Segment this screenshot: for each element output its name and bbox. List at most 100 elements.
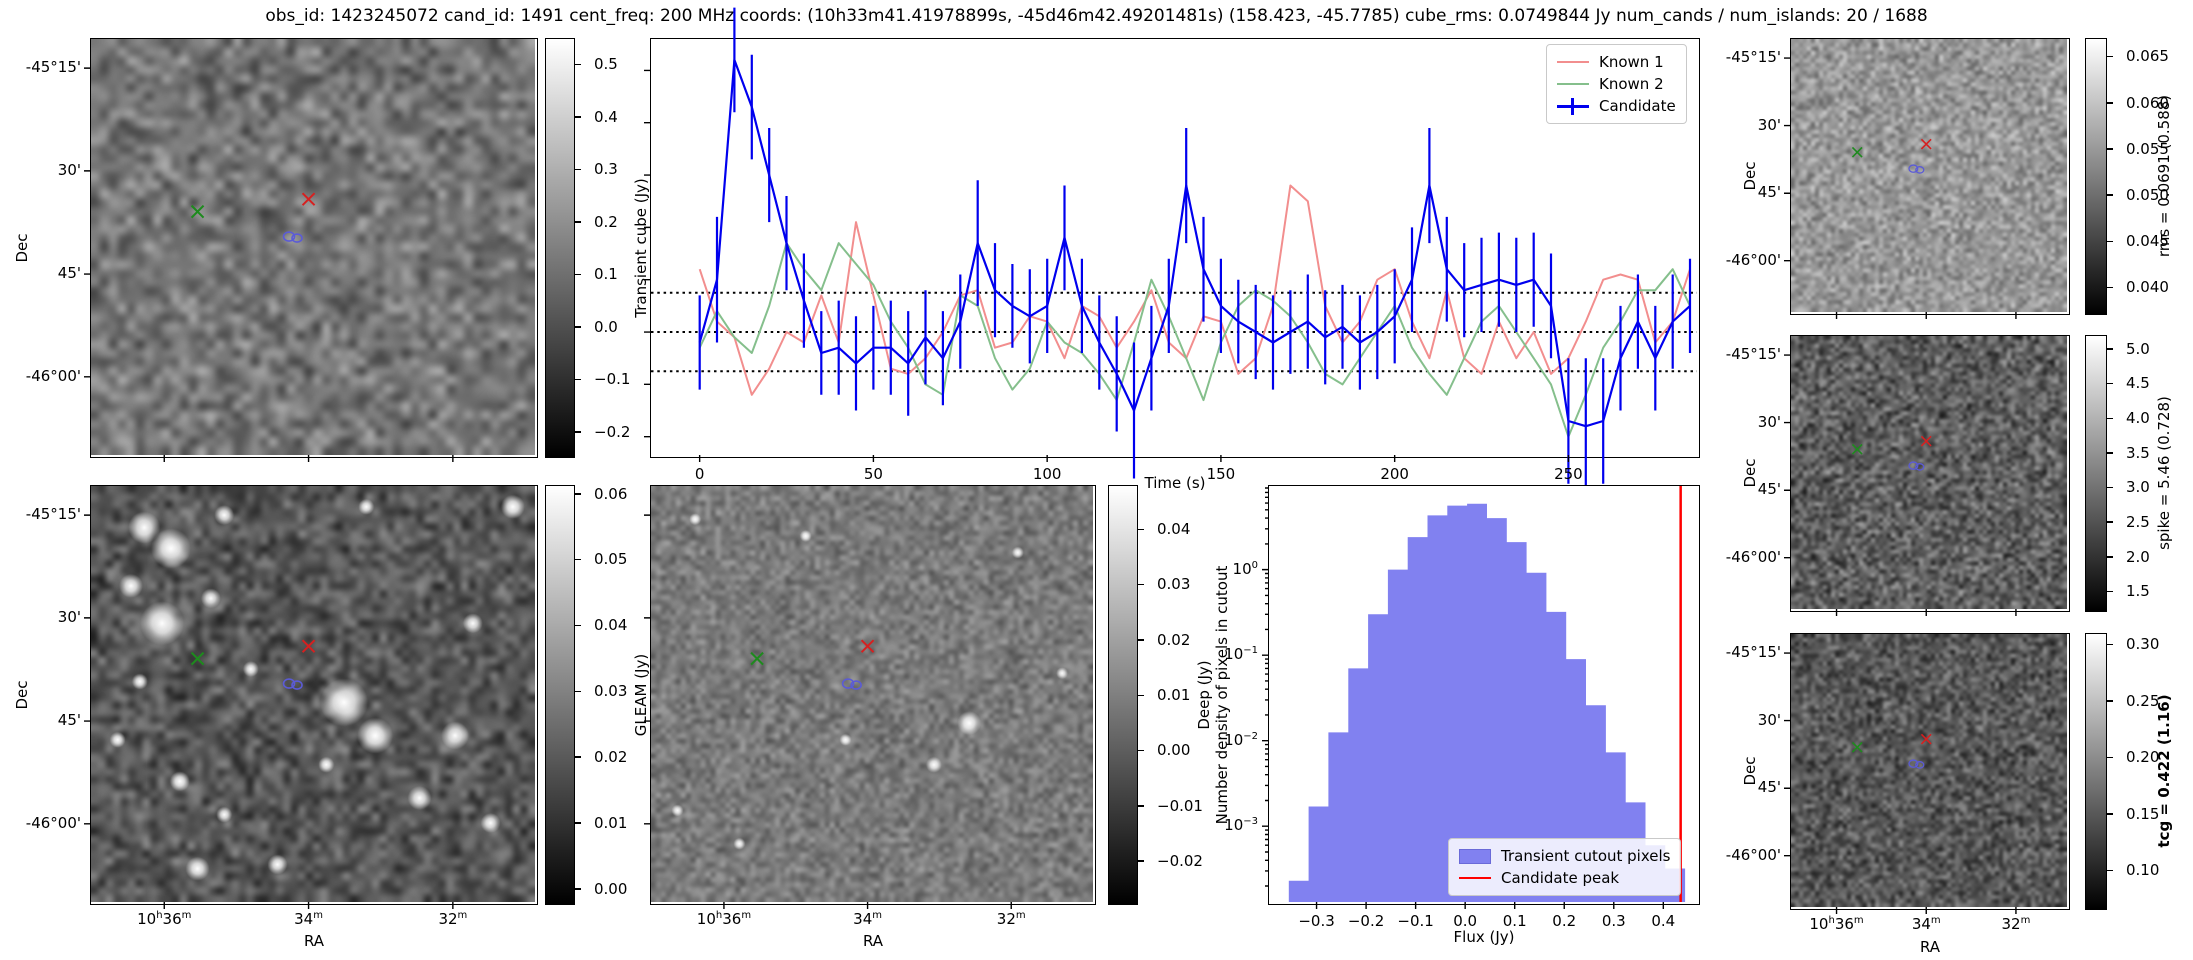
- known-source-2-marker-icon: [1920, 733, 1932, 745]
- tcg-colorbar-label: tcg = 0.422 (1.16): [2155, 694, 2173, 848]
- time-tick-label: 250: [1554, 465, 1583, 483]
- ra-axis-label: RA: [303, 932, 325, 950]
- density-tick-label: 10−3: [1224, 816, 1258, 835]
- colorbar-tick: [2107, 756, 2113, 759]
- sky-axes-overlay: [84, 514, 454, 909]
- histogram-patch-swatch: [1459, 848, 1491, 864]
- transient-cube-cutout: [84, 38, 538, 462]
- known-source-2-marker-icon: [1920, 435, 1932, 447]
- figure-title: obs_id: 1423245072 cand_id: 1491 cent_fr…: [265, 6, 1928, 26]
- colorbar-tick-label: 0.5: [594, 55, 618, 74]
- candidate-contour-icon: [841, 678, 862, 690]
- colorbar-tick-label: 0.3: [594, 160, 618, 179]
- transient-colorbar: [545, 38, 575, 458]
- density-tick-label: 10−1: [1224, 645, 1258, 664]
- colorbar-tick: [2107, 382, 2113, 385]
- flux-tick-label: −0.3: [1298, 912, 1334, 930]
- colorbar-tick: [575, 690, 581, 693]
- legend-label: Transient cutout pixels: [1501, 847, 1671, 865]
- known-source-1-marker-icon: [750, 651, 764, 666]
- colorbar-tick: [575, 378, 581, 381]
- colorbar-tick-label: 0.045: [2126, 232, 2169, 251]
- ra-tick-label: 34m: [294, 910, 323, 928]
- histogram-y-axis-label: Number density of pixels in cutout: [1213, 565, 1231, 825]
- colorbar-tick: [2107, 240, 2113, 243]
- colorbar-tick: [575, 168, 581, 171]
- flux-tick-label: 0.3: [1602, 912, 1626, 930]
- colorbar-tick-label: 0.00: [1157, 741, 1191, 760]
- peak-line-swatch: [1459, 871, 1491, 886]
- dec-tick-label: 45': [57, 264, 81, 283]
- dec-tick-label: -45°15': [1725, 48, 1781, 67]
- colorbar-tick: [575, 431, 581, 433]
- spike-map-cutout: [1784, 335, 2070, 616]
- legend-entry: Transient cutout pixels: [1459, 845, 1670, 867]
- colorbar-tick: [575, 273, 581, 276]
- colorbar-tick: [575, 624, 581, 627]
- legend-entry: Candidate peak: [1459, 867, 1670, 889]
- dec-tick-label: -45°15': [25, 505, 81, 524]
- dec-tick-label: -46°00': [1725, 250, 1781, 269]
- dec-axis-label: Dec: [13, 233, 31, 263]
- dec-axis-label: Dec: [1741, 161, 1759, 191]
- lightcurve-svg: 0 50 100 150 200 250: [644, 7, 1697, 495]
- ra-tick-label: 10h36m: [696, 910, 752, 928]
- sky-axes-overlay: [1784, 57, 2017, 319]
- colorbar-tick-label: 0.01: [594, 813, 628, 832]
- colorbar-tick: [575, 822, 581, 824]
- sky-axes-overlay: [644, 514, 1012, 909]
- colorbar-tick-label: 0.20: [2126, 748, 2160, 767]
- known1-line-swatch: [1557, 55, 1589, 70]
- colorbar-tick-label: 3.5: [2126, 443, 2150, 462]
- colorbar-tick-label: 0.04: [1157, 520, 1191, 539]
- candidate-contour-icon: [282, 678, 303, 690]
- sky-noise-canvas: [1791, 39, 2067, 312]
- colorbar-tick: [2107, 286, 2113, 289]
- colorbar-tick: [2107, 417, 2113, 420]
- ra-tick-label: 34m: [1911, 915, 1941, 933]
- colorbar-tick-label: 0.30: [2126, 635, 2160, 654]
- colorbar-tick-label: 4.0: [2126, 409, 2150, 428]
- candidate-contour-icon: [282, 231, 303, 243]
- time-tick-label: 50: [864, 465, 883, 483]
- rms-map-cutout: [1784, 38, 2070, 319]
- dec-tick-label: 45': [57, 711, 81, 730]
- colorbar-tick: [2107, 348, 2113, 350]
- ra-axis-label: RA: [1919, 938, 1941, 956]
- time-tick-label: 0: [695, 465, 705, 483]
- colorbar-tick-label: −0.01: [1157, 796, 1203, 815]
- sky-axes-overlay: [84, 67, 454, 462]
- transient-colorbar-label: Transient cube (Jy): [632, 178, 650, 318]
- colorbar-tick-label: 0.060: [2126, 93, 2169, 112]
- deep-colorbar: [1108, 485, 1138, 905]
- sky-noise-canvas: [91, 486, 535, 902]
- colorbar-tick-label: 0.15: [2126, 804, 2160, 823]
- ra-tick-label: 10h36m: [1809, 915, 1864, 933]
- dec-tick-label: 30': [1757, 710, 1781, 729]
- flux-axis-label: Flux (Jy): [1453, 928, 1515, 946]
- dec-tick-label: -46°00': [25, 366, 81, 385]
- colorbar-tick: [1138, 583, 1144, 586]
- histogram-svg: −0.3 −0.2 −0.1 0.0 0.1 0.2 0.3 0.4: [1262, 486, 1686, 930]
- candidate-contour-icon: [1908, 759, 1925, 769]
- sky-axes-overlay: [1784, 354, 2017, 616]
- ra-tick-label: 32m: [996, 910, 1026, 928]
- colorbar-tick-label: 0.00: [594, 879, 628, 898]
- colorbar-tick: [575, 493, 581, 495]
- lightcurve-plot: 0 50 100 150 200 250: [644, 7, 1700, 495]
- dec-tick-label: 30': [1757, 412, 1781, 431]
- sky-noise-canvas: [1791, 336, 2067, 609]
- dec-tick-label: 30': [1757, 115, 1781, 134]
- time-tick-label: 200: [1380, 465, 1409, 483]
- colorbar-tick-label: 0.03: [594, 682, 628, 701]
- flux-tick-label: 0.4: [1651, 912, 1675, 930]
- flux-tick-label: 0.0: [1453, 912, 1477, 930]
- colorbar-tick: [2107, 521, 2113, 523]
- colorbar-tick-label: 0.050: [2126, 185, 2169, 204]
- sky-noise-canvas: [91, 39, 535, 455]
- dec-tick-label: 45': [1757, 480, 1781, 499]
- deep-image-cutout: [644, 485, 1096, 909]
- candidate-contour-icon: [1908, 461, 1925, 471]
- legend-entry: Known 2: [1557, 73, 1676, 95]
- known-source-1-marker-icon: [1851, 741, 1863, 753]
